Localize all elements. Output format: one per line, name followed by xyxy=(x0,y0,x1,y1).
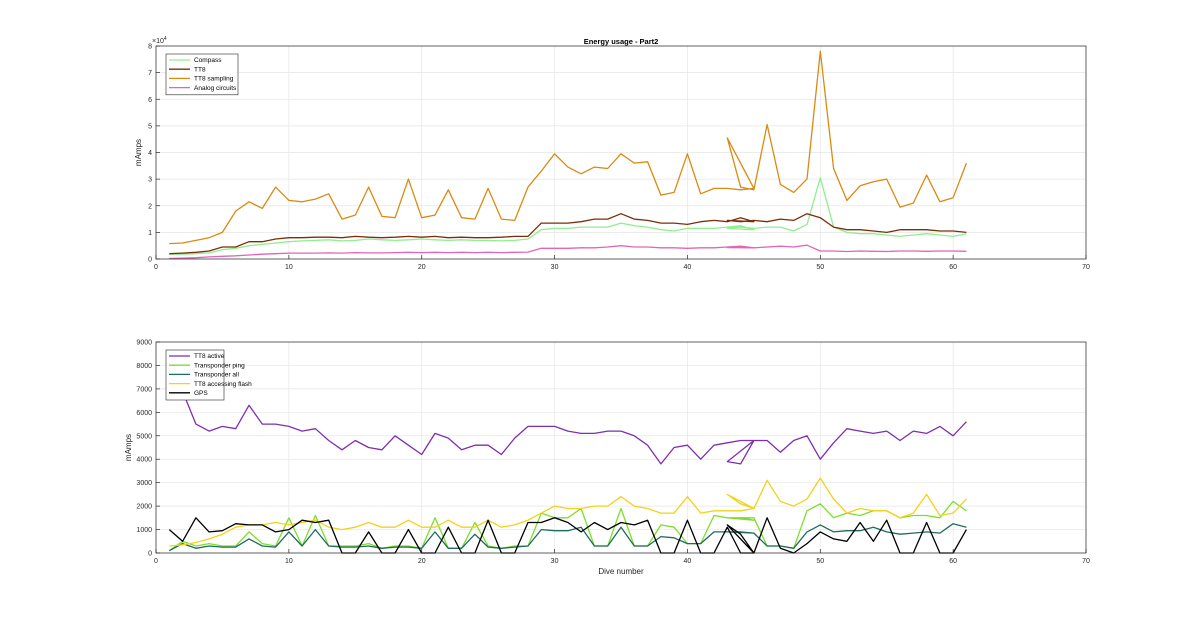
x-tick-label: 30 xyxy=(551,264,559,271)
series-line-tt8-active xyxy=(168,369,967,465)
bottom-axes-box xyxy=(155,341,1087,554)
y-tick-label: 1 xyxy=(148,230,152,237)
exponent-base: ×10 xyxy=(152,38,164,45)
series-line-gps xyxy=(168,517,967,554)
top-chart-title: Energy usage - Part2 xyxy=(584,37,659,46)
x-tick-label: 10 xyxy=(285,264,293,271)
x-tick-label: 0 xyxy=(154,264,158,271)
y-tick-label: 9000 xyxy=(136,340,152,347)
x-tick-label: 60 xyxy=(949,558,957,565)
series-line-tt8-sampling xyxy=(169,50,968,245)
x-tick-label: 70 xyxy=(1082,558,1090,565)
y-tick-label: 3000 xyxy=(136,480,152,487)
bottom-x-ticks: 0 10 20 30 40 50 60 70 xyxy=(154,549,1090,565)
bottom-y-ticks: 0 1000 2000 3000 4000 5000 6000 7000 8000 9000 xyxy=(136,340,160,558)
y-tick-label: 5000 xyxy=(136,433,152,440)
top-y-ticks: 0 1 2 3 4 5 6 7 8 xyxy=(148,44,160,264)
series-line-transponder-all xyxy=(168,523,967,552)
y-tick-label: 4 xyxy=(148,150,152,157)
x-tick-label: 50 xyxy=(816,558,824,565)
y-tick-label: 8000 xyxy=(136,363,152,370)
y-tick-label: 4000 xyxy=(136,457,152,464)
x-tick-label: 40 xyxy=(684,264,692,271)
x-tick-label: 20 xyxy=(418,264,426,271)
y-tick-label: 0 xyxy=(148,257,152,264)
legend-entry: Transponder ping xyxy=(194,362,245,369)
y-tick-label: 2000 xyxy=(136,504,152,511)
y-tick-label: 8 xyxy=(148,44,152,51)
x-tick-label: 20 xyxy=(418,558,426,565)
y-tick-label: 7000 xyxy=(136,386,152,393)
y-tick-label: 3 xyxy=(148,177,152,184)
legend-entry: TT8 xyxy=(194,66,206,73)
x-tick-label: 50 xyxy=(816,264,824,271)
x-tick-label: 70 xyxy=(1082,264,1090,271)
legend-entry: TT8 sampling xyxy=(194,76,234,83)
legend-entry: GPS xyxy=(194,390,208,397)
top-y-exponent: ×104 xyxy=(152,36,167,45)
exponent-power: 4 xyxy=(164,36,167,42)
bottom-y-axis-label: mAmps xyxy=(124,434,133,461)
top-y-axis-label: mAmps xyxy=(134,139,143,166)
bottom-series-lines xyxy=(168,369,967,554)
series-line-analog-circuits xyxy=(169,244,967,260)
y-tick-label: 7 xyxy=(148,70,152,77)
y-tick-label: 2 xyxy=(148,203,152,210)
legend-entry: Transponder all xyxy=(194,372,239,379)
bottom-grid xyxy=(155,341,1087,554)
y-tick-label: 6000 xyxy=(136,410,152,417)
legend-entry: TT8 active xyxy=(194,353,225,360)
series-line-compass xyxy=(169,177,967,255)
top-series-lines xyxy=(169,50,968,260)
x-tick-label: 40 xyxy=(684,558,692,565)
series-line-tt8 xyxy=(169,213,967,255)
top-legend: Compass TT8 TT8 sampling Analog circuits xyxy=(165,53,239,96)
top-x-ticks: 0 10 20 30 40 50 60 70 xyxy=(154,255,1090,271)
bottom-x-axis-label: Dive number xyxy=(598,567,644,576)
x-tick-label: 10 xyxy=(285,558,293,565)
legend-entry: Compass xyxy=(194,57,222,64)
legend-entry: TT8 accessing flash xyxy=(194,381,252,388)
x-tick-label: 0 xyxy=(154,558,158,565)
top-axes: 0 10 20 30 40 50 60 70 0 1 2 3 4 5 6 7 8 Energy usage -… xyxy=(134,36,1090,271)
x-tick-label: 30 xyxy=(551,558,559,565)
bottom-axes: 0 10 20 30 40 50 60 70 0 1000 2000 3000 4000 5000 600… xyxy=(124,340,1090,577)
y-tick-label: 1000 xyxy=(136,527,152,534)
y-tick-label: 6 xyxy=(148,97,152,104)
top-grid xyxy=(155,45,1087,260)
legend-entry: Analog circuits xyxy=(194,85,237,92)
y-tick-label: 0 xyxy=(148,551,152,558)
x-tick-label: 60 xyxy=(949,264,957,271)
y-tick-label: 5 xyxy=(148,123,152,130)
bottom-legend: TT8 active Transponder ping Transponder al… xyxy=(165,349,252,401)
